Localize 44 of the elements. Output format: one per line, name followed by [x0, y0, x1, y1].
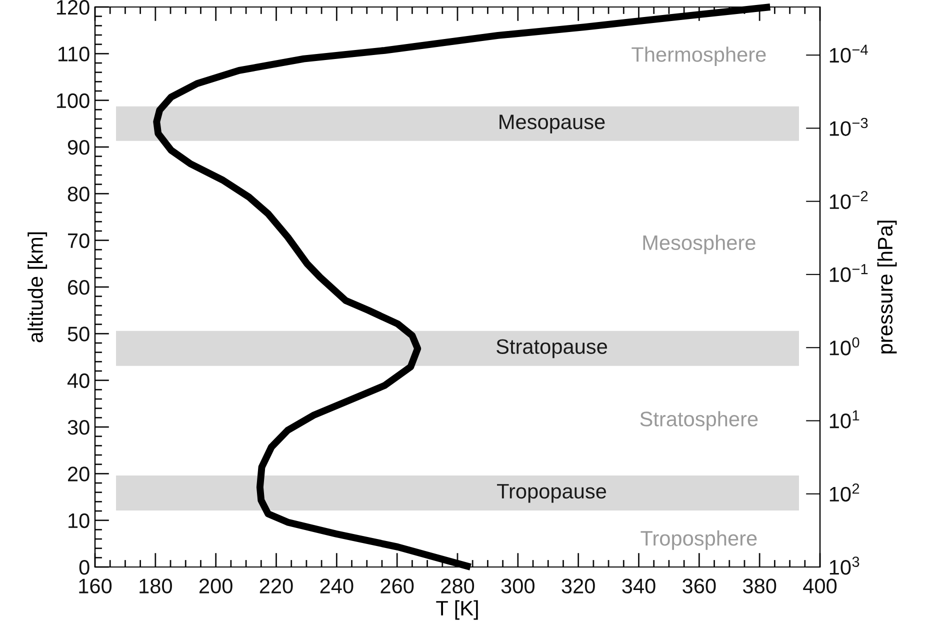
y2-tick-label: 10$^{2}$ [830, 484, 860, 502]
y-tick-label: 20 [68, 466, 90, 482]
y-tick-label: 40 [67, 373, 90, 388]
y2-axis-title: pressure [hPa] [877, 220, 897, 354]
band-label: Stratopause [496, 339, 607, 358]
y2-tick-label: 10$^{−3}$ [830, 118, 868, 136]
x-tick-label: 320 [562, 578, 595, 594]
y2-tick-label: 10$^{1}$ [830, 410, 860, 428]
y-tick-label: 100 [56, 93, 90, 108]
y-tick-label: 10 [68, 513, 90, 528]
y2-tick-label: 10$^{3}$ [830, 556, 860, 575]
x-tick-label: 220 [260, 578, 293, 594]
annotation: Mesosphere [643, 234, 756, 254]
x-tick-label: 160 [79, 578, 112, 594]
y-tick-label: 0 [79, 560, 90, 575]
y2-tick-label: 10$^{0}$ [830, 337, 860, 356]
x-tick-label: 200 [200, 578, 232, 594]
band-label: Tropopause [497, 484, 606, 503]
y-tick-label: 90 [68, 140, 90, 155]
x-tick-label: 180 [140, 578, 172, 594]
band-label: Mesopause [500, 114, 605, 134]
x-tick-label: 400 [803, 578, 837, 594]
annotation: Thermosphere [632, 46, 766, 66]
y-tick-label: 30 [68, 420, 90, 435]
x-tick-label: 240 [320, 578, 354, 594]
x-tick-label: 260 [380, 578, 414, 594]
y-tick-label: 50 [68, 326, 90, 342]
y-tick-label: 120 [56, 0, 90, 15]
y-tick-label: 60 [68, 280, 90, 295]
y2-tick-label: 10$^{−2}$ [830, 190, 868, 210]
x-tick-label: 340 [622, 578, 656, 594]
y-tick-label: 110 [58, 46, 90, 62]
y2-tick-label: 10$^{−4}$ [830, 44, 868, 63]
x-tick-label: 280 [441, 578, 474, 594]
y-tick-label: 70 [68, 233, 90, 248]
x-axis-title: T [K] [436, 600, 478, 620]
y-axis-title: altitude [km] [28, 232, 48, 342]
x-tick-label: 360 [682, 578, 716, 594]
y2-tick-label: 10$^{−1}$ [830, 264, 868, 282]
y-tick-label: 80 [68, 186, 90, 202]
x-tick-label: 380 [743, 578, 776, 594]
x-tick-label: 300 [501, 578, 534, 594]
annotation: Stratosphere [640, 411, 758, 431]
annotation: Troposphere [640, 530, 757, 550]
